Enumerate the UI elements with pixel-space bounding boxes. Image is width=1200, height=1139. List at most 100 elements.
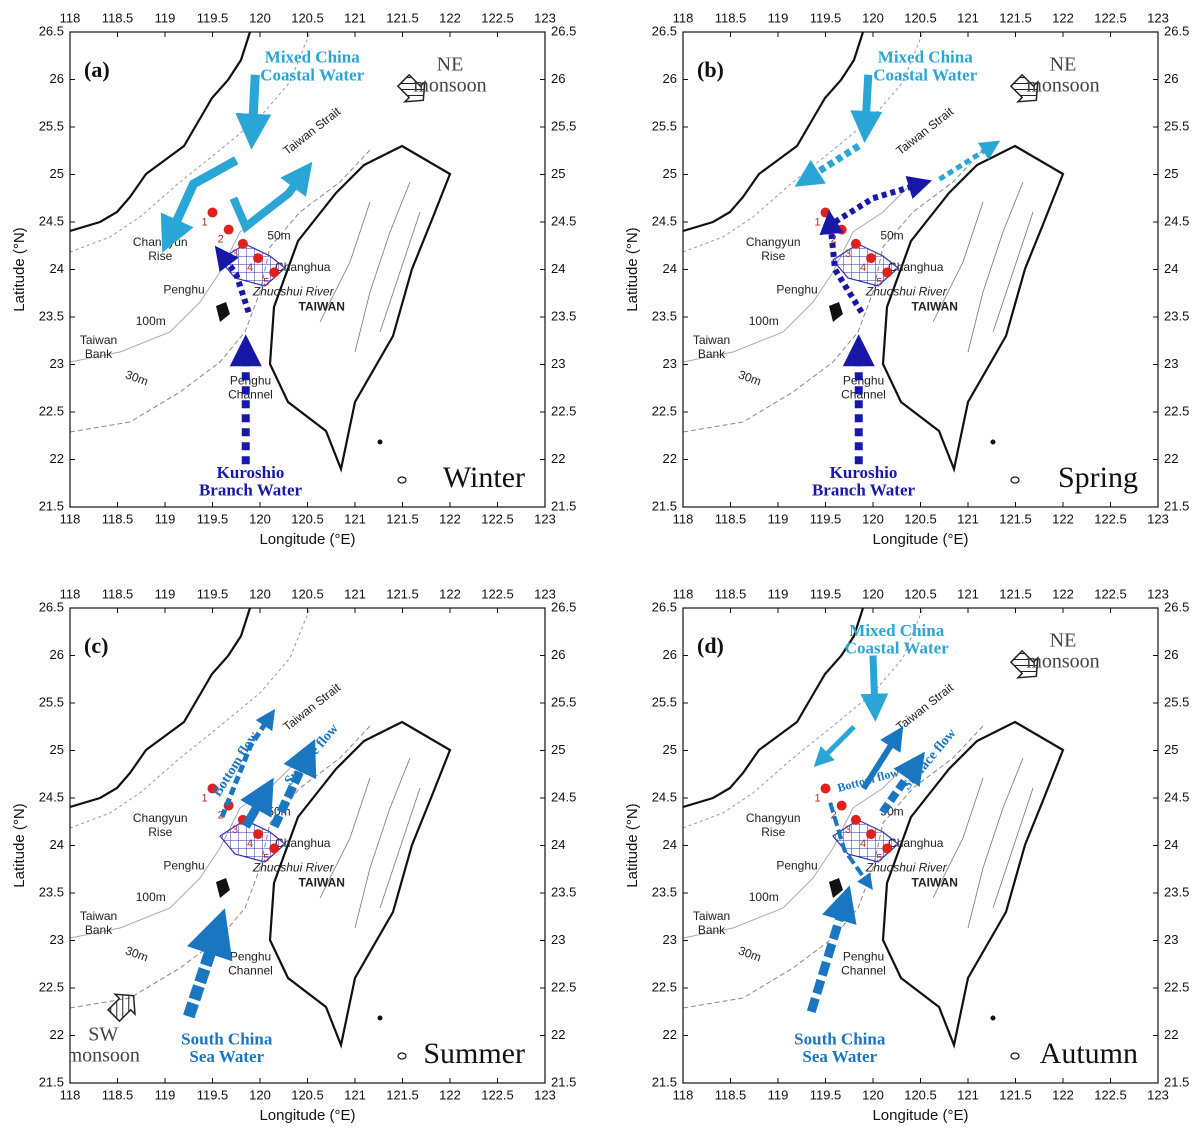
x-tick-label: 118 (673, 586, 694, 601)
station-label: 2 (831, 234, 837, 246)
y-tick-label: 26 (50, 71, 64, 86)
x-tick-label: 122.5 (1094, 10, 1127, 25)
y-tick-label: 21.5 (652, 1074, 677, 1089)
y-tick-label: 26.5 (652, 23, 677, 38)
y-tick-label: 25.5 (551, 694, 576, 709)
y-tick-label: 23.5 (1164, 308, 1189, 323)
station (836, 800, 847, 811)
place-label-line: Penghu (843, 950, 884, 964)
x-tick-label: 118.5 (715, 10, 747, 25)
y-tick-label: 23.5 (1164, 884, 1189, 899)
y-tick-label: 23.5 (652, 884, 677, 899)
y-tick-label: 22 (50, 451, 64, 466)
y-tick-label: 25.5 (652, 118, 677, 133)
x-tick-label: 120 (249, 10, 271, 25)
station (223, 224, 234, 235)
current-arrow (860, 726, 904, 791)
x-tick-label: 123 (1147, 10, 1169, 25)
x-tick-label: 119.5 (810, 586, 842, 601)
station (820, 783, 831, 794)
panel-label: (d) (697, 633, 724, 658)
place-label-line: Taiwan (80, 909, 117, 923)
x-tick-label: 118.5 (715, 511, 747, 526)
place-label: Changhua (888, 260, 944, 274)
current-arrow (828, 802, 873, 891)
x-tick-label: 121 (344, 586, 366, 601)
x-tick-label: 122 (439, 10, 461, 25)
current-arrow (235, 74, 272, 150)
annotation-line: NE (437, 53, 464, 75)
y-tick-label: 22.5 (1164, 403, 1189, 418)
x-tick-label: 120 (862, 586, 884, 601)
place-label: Penghu (163, 283, 204, 297)
x-tick-label: 118 (673, 1087, 694, 1102)
x-tick-label: 122.5 (481, 586, 514, 601)
y-tick-label: 25.5 (39, 694, 64, 709)
y-tick-label: 26.5 (1164, 23, 1189, 38)
x-tick-label: 122 (1052, 10, 1074, 25)
season-label: Winter (443, 461, 525, 494)
y-tick-label: 22.5 (1164, 979, 1189, 994)
station-label: 5 (876, 852, 882, 864)
station (207, 207, 218, 218)
x-tick-label: 122 (1052, 511, 1074, 526)
y-tick-label: 26.5 (39, 599, 64, 614)
place-label-line: Channel (841, 388, 886, 402)
annotation: Mixed China Coastal Water (873, 48, 977, 85)
x-tick-label: 122 (439, 1087, 461, 1102)
station (882, 843, 893, 854)
current-arrow (879, 751, 925, 815)
y-tick-label: 22.5 (39, 979, 64, 994)
place-label: Changyun Rise (133, 811, 188, 839)
y-tick-label: 22 (1164, 451, 1178, 466)
y-tick-label: 25 (663, 742, 677, 757)
x-tick-label: 121 (344, 511, 366, 526)
place-label-line: Rise (761, 249, 785, 263)
place-label: Taiwan Bank (693, 333, 730, 361)
station (820, 207, 831, 218)
station (253, 253, 264, 264)
x-tick-label: 123 (1147, 511, 1169, 526)
x-axis-label: Longitude (°E) (259, 1107, 355, 1124)
x-tick-label: 122.5 (481, 1087, 514, 1102)
x-tick-label: 118.5 (102, 511, 134, 526)
place-label: 100m (136, 890, 166, 904)
y-tick-label: 21.5 (1164, 1074, 1189, 1089)
current-arrow (813, 724, 856, 768)
x-tick-label: 123 (534, 10, 556, 25)
y-tick-label: 23 (1164, 932, 1178, 947)
y-tick-label: 24.5 (551, 213, 576, 228)
x-tick-label: 119 (155, 10, 176, 25)
x-tick-label: 121 (957, 1087, 979, 1102)
station-label: 3 (232, 824, 238, 836)
y-tick-label: 25.5 (551, 118, 576, 133)
x-tick-label: 121.5 (999, 10, 1032, 25)
x-tick-label: 120.5 (904, 10, 937, 25)
place-label: Changhua (888, 836, 944, 850)
y-axis-label: Latitude (°N) (11, 227, 28, 311)
current-arrow (819, 210, 865, 314)
y-tick-label: 26 (1164, 647, 1178, 662)
current-arrow (240, 777, 274, 829)
place-label: Penghu Channel (228, 950, 273, 978)
x-tick-label: 121.5 (999, 1087, 1032, 1102)
season-label: Autumn (1040, 1037, 1138, 1070)
current-arrow (229, 161, 313, 234)
y-tick-label: 26.5 (39, 23, 64, 38)
station-label: 4 (860, 262, 866, 274)
y-tick-label: 21.5 (39, 498, 64, 513)
x-tick-label: 122 (439, 511, 461, 526)
x-tick-label: 119 (155, 511, 176, 526)
current-arrow (860, 655, 889, 722)
place-label: Penghu (776, 283, 817, 297)
y-tick-label: 25 (551, 166, 565, 181)
y-axis-label: Latitude (°N) (624, 227, 641, 311)
y-tick-label: 26.5 (1164, 599, 1189, 614)
current-arrow (183, 908, 233, 1019)
x-tick-label: 120 (862, 1087, 884, 1102)
place-label: Changyun Rise (746, 811, 801, 839)
place-label: Zhuoshui River (865, 860, 948, 874)
